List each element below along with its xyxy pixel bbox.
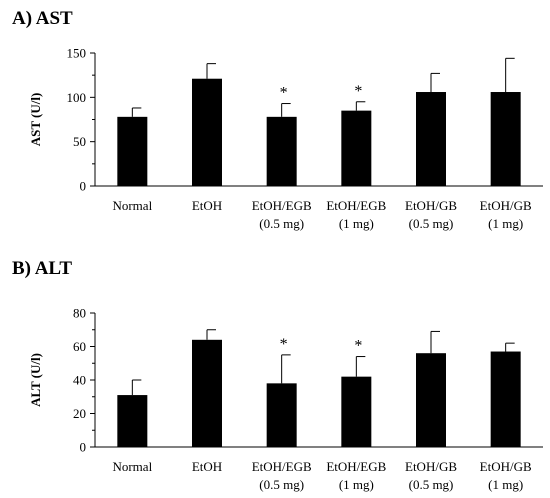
bar: [341, 376, 372, 447]
x-tick-label: (1 mg): [488, 477, 523, 492]
y-tick-label: 40: [73, 373, 86, 388]
x-tick-label: EtOH/EGB: [252, 198, 312, 213]
bar: [490, 92, 521, 186]
y-tick-label: 0: [80, 440, 87, 455]
x-tick-label: EtOH/EGB: [252, 459, 312, 474]
x-tick-label: EtOH/GB: [405, 198, 457, 213]
bar: [416, 353, 446, 447]
bar: [266, 383, 297, 447]
x-tick-label: (1 mg): [339, 216, 374, 231]
x-tick-label: (1 mg): [339, 477, 374, 492]
bar: [117, 395, 148, 447]
y-tick-label: 60: [73, 339, 86, 354]
bar: [117, 116, 148, 186]
x-tick-label: (1 mg): [488, 216, 523, 231]
bar: [266, 116, 297, 186]
y-tick-label: 80: [73, 306, 86, 321]
significance-marker: *: [280, 336, 288, 353]
y-tick-label: 150: [67, 46, 87, 61]
bar: [192, 78, 222, 186]
bar: [490, 351, 521, 447]
y-tick-label: 50: [73, 134, 86, 149]
x-tick-label: (0.5 mg): [259, 216, 304, 231]
x-tick-label: EtOH: [192, 459, 222, 474]
x-tick-label: EtOH/GB: [480, 459, 532, 474]
x-tick-label: EtOH/EGB: [326, 198, 386, 213]
significance-marker: *: [354, 338, 362, 355]
ast-bar-chart: 0 50 100 150 AST (U/l) Normal EtOH * EtOH/EGB (0.…: [28, 46, 543, 231]
x-tick-label: Normal: [112, 198, 152, 213]
x-tick-label: (0.5 mg): [259, 477, 304, 492]
y-axis-label: AST (U/l): [28, 93, 43, 147]
x-tick-label: EtOH: [192, 198, 222, 213]
x-tick-label: (0.5 mg): [409, 216, 454, 231]
alt-bar-chart: 0 20 40 60 80 ALT (U/l) Normal EtOH * EtOH/EGB (0.…: [28, 306, 543, 492]
bar: [192, 339, 222, 447]
x-tick-label: EtOH/EGB: [326, 459, 386, 474]
significance-marker: *: [280, 85, 288, 102]
y-tick-label: 0: [80, 179, 87, 194]
bar: [416, 92, 446, 186]
y-tick-label: 100: [67, 90, 87, 105]
y-tick-label: 20: [73, 406, 86, 421]
bar: [341, 110, 372, 186]
x-tick-label: EtOH/GB: [480, 198, 532, 213]
x-tick-label: EtOH/GB: [405, 459, 457, 474]
x-tick-label: (0.5 mg): [409, 477, 454, 492]
chart-title-ast: A) AST: [12, 8, 73, 29]
y-axis-label: ALT (U/l): [28, 353, 43, 407]
significance-marker: *: [354, 83, 362, 100]
chart-title-alt: B) ALT: [12, 258, 73, 279]
x-tick-label: Normal: [112, 459, 152, 474]
